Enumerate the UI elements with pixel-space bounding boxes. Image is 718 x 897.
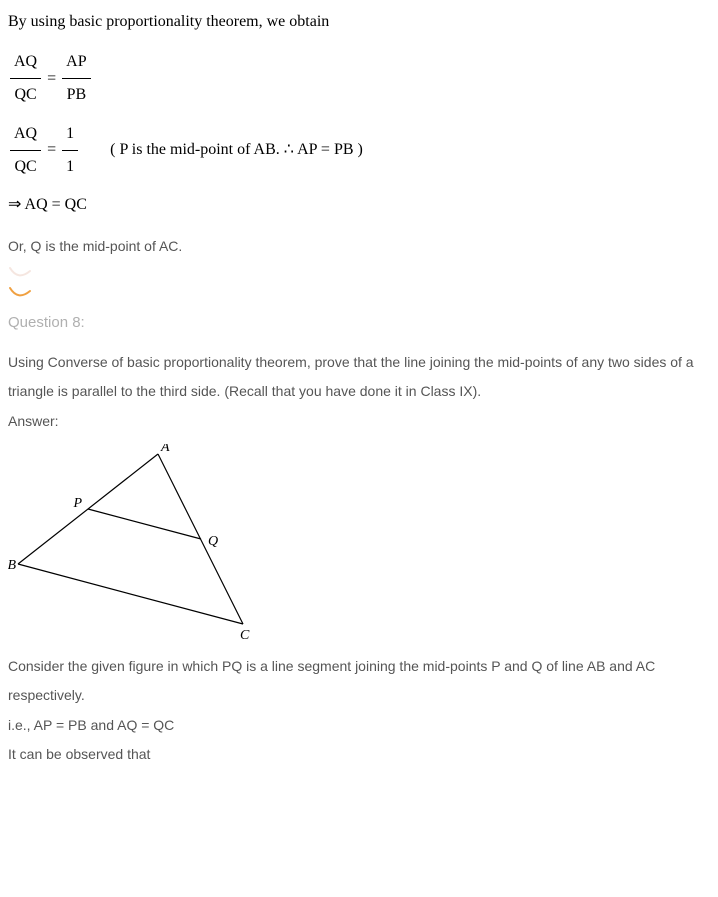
paragraph-2: i.e., AP = PB and AQ = QC: [8, 711, 710, 740]
question-text: Using Converse of basic proportionality …: [8, 348, 710, 407]
num: AQ: [10, 46, 41, 79]
equation-3: ⇒ AQ = QC: [8, 190, 710, 220]
den: QC: [10, 79, 41, 111]
svg-text:A: A: [160, 444, 170, 455]
paragraph-3: It can be observed that: [8, 740, 710, 769]
equals: =: [47, 64, 56, 94]
intro-line: By using basic proportionality theorem, …: [8, 10, 710, 34]
svg-text:C: C: [240, 628, 250, 643]
equation-1: AQ QC = AP PB: [8, 46, 710, 112]
equation-note: ( P is the mid-point of AB. ∴ AP = PB ): [110, 135, 363, 165]
svg-text:B: B: [8, 558, 16, 573]
question-heading: Question 8:: [8, 309, 710, 338]
num: 1: [62, 118, 78, 151]
implies-line: ⇒ AQ = QC: [8, 190, 87, 220]
equation-2: AQ QC = 1 1 ( P is the mid-point of AB. …: [8, 118, 710, 184]
triangle-figure: A B C P Q: [8, 444, 268, 644]
equation-block: AQ QC = AP PB AQ QC = 1 1 ( P is the mid…: [8, 46, 710, 220]
equals: =: [47, 135, 56, 165]
svg-text:Q: Q: [208, 534, 218, 549]
den: QC: [10, 151, 41, 183]
paragraph-1: Consider the given figure in which PQ is…: [8, 652, 710, 711]
num: AP: [62, 46, 90, 79]
den: PB: [62, 79, 90, 111]
svg-text:P: P: [72, 496, 82, 511]
frac-lhs-1: AQ QC: [10, 46, 41, 112]
den: 1: [62, 151, 78, 183]
conclusion-1: Or, Q is the mid-point of AC.: [8, 232, 710, 261]
frac-lhs-2: AQ QC: [10, 118, 41, 184]
frac-rhs-2: 1 1: [62, 118, 78, 184]
num: AQ: [10, 118, 41, 151]
answer-label: Answer:: [8, 407, 710, 436]
frac-rhs-1: AP PB: [62, 46, 90, 112]
decoration-curve-light: [8, 265, 38, 281]
decoration-curve-orange: [8, 285, 38, 301]
